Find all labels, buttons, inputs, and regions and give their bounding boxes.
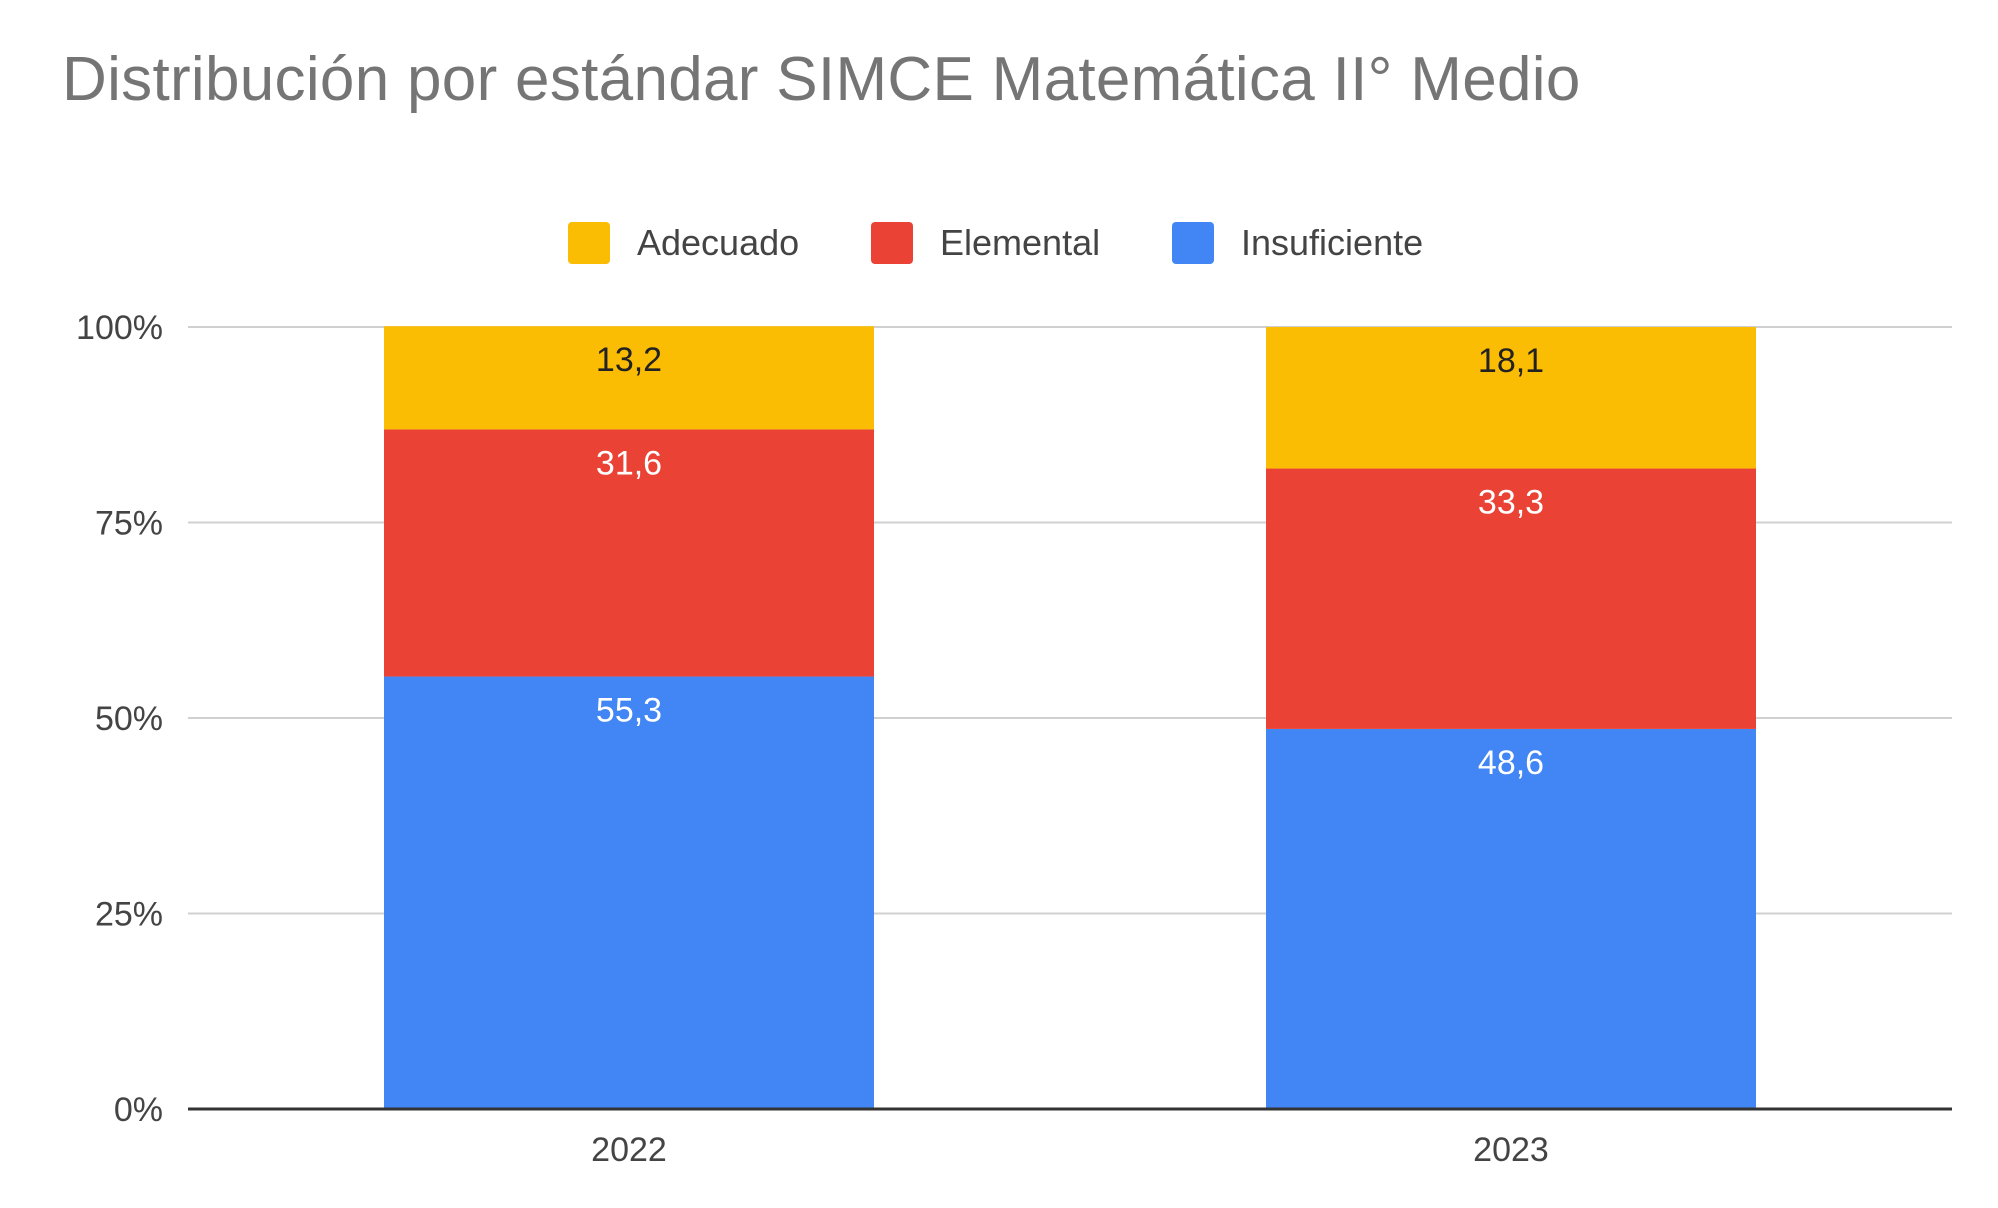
x-tick-label: 2023 <box>1473 1131 1549 1169</box>
legend-swatch <box>1172 222 1214 264</box>
legend-label: Insuficiente <box>1241 222 1423 263</box>
chart-title: Distribución por estándar SIMCE Matemáti… <box>62 45 1581 114</box>
bar-segment <box>1266 327 1756 469</box>
y-tick-label: 50% <box>95 700 163 738</box>
data-label: 55,3 <box>596 692 662 730</box>
x-tick-label: 2022 <box>591 1131 667 1169</box>
legend-swatch <box>871 222 913 264</box>
legend-label: Adecuado <box>637 222 799 263</box>
y-tick-label: 75% <box>95 505 163 543</box>
bar-segment <box>384 326 874 430</box>
bar-segment <box>1266 468 1756 729</box>
bar-segment <box>1266 728 1756 1109</box>
data-label: 18,1 <box>1478 342 1544 380</box>
bar-segment <box>384 429 874 677</box>
data-label: 13,2 <box>596 341 662 379</box>
y-tick-label: 100% <box>76 309 163 347</box>
y-tick-label: 25% <box>95 896 163 934</box>
data-label: 48,6 <box>1478 744 1544 782</box>
legend-swatch <box>568 222 610 264</box>
data-label: 31,6 <box>596 444 662 482</box>
data-label: 33,3 <box>1478 484 1544 522</box>
legend-label: Elemental <box>940 222 1100 263</box>
bar-segment <box>384 676 874 1109</box>
y-tick-label: 0% <box>114 1091 163 1129</box>
